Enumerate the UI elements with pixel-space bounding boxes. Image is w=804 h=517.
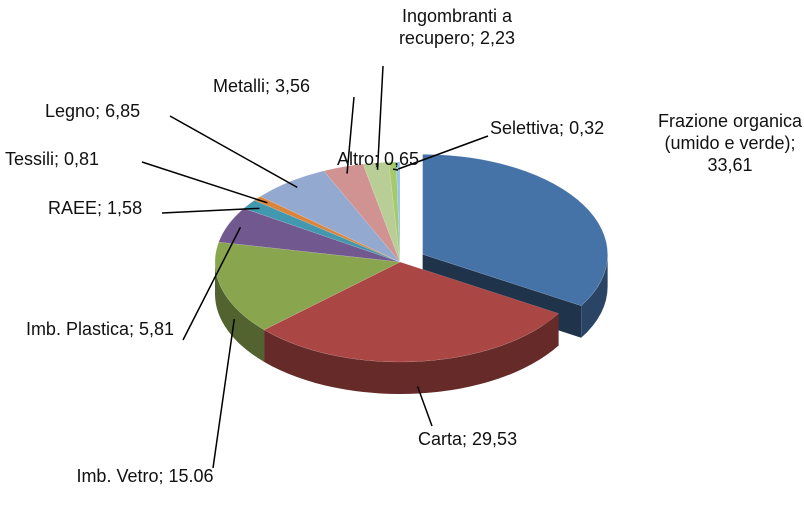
slice (362, 161, 401, 263)
data-label: Legno; 6,85 (45, 100, 195, 122)
label-separator: ; (265, 76, 276, 96)
slice (388, 161, 401, 263)
data-label: Selettiva; 0,32 (490, 117, 650, 139)
label-name: Altro (337, 149, 375, 169)
label-separator: ; (97, 198, 108, 218)
leader-line (141, 161, 268, 204)
label-value: 1,58 (107, 198, 143, 218)
leader-line (182, 226, 242, 341)
slice (263, 261, 560, 363)
data-label: Imb. Plastica; 5,81 (15, 318, 185, 340)
label-value: 29,53 (472, 429, 518, 449)
slice (214, 241, 401, 331)
label-value: 0,81 (64, 149, 100, 169)
leader-line (416, 386, 433, 427)
leader-line (398, 135, 489, 170)
leader-line (392, 168, 399, 171)
label-name: Carta (418, 429, 463, 449)
leader-line (161, 207, 260, 214)
slice-side (581, 254, 608, 338)
leader-line (346, 96, 355, 174)
label-separator: ; (95, 101, 106, 121)
label-name: RAEE (48, 198, 98, 218)
leader-line (376, 65, 384, 170)
data-label: Altro; 0,65 (337, 148, 457, 170)
label-value: 15.06 (168, 466, 214, 486)
label-separator: ; (559, 118, 570, 138)
label-name: Imb. Vetro (76, 466, 159, 486)
slice (396, 161, 401, 263)
label-value: 6,85 (105, 101, 141, 121)
slice-side (215, 262, 265, 362)
label-name: Metalli (213, 76, 266, 96)
slice (422, 154, 608, 307)
slice-side (264, 313, 559, 394)
label-value: 2,23 (480, 28, 516, 48)
slice (253, 196, 401, 263)
data-label: Imb. Vetro; 15.06 (70, 465, 220, 487)
data-label: Frazione organica (umido e verde); 33,61 (655, 110, 804, 176)
label-separator: ; (462, 429, 473, 449)
label-value: 3,56 (275, 76, 311, 96)
slice (259, 170, 401, 263)
label-separator: ; (790, 133, 796, 153)
label-separator: ; (54, 149, 65, 169)
label-separator: ; (469, 28, 480, 48)
data-label: Carta; 29,53 (418, 428, 578, 450)
slice (323, 163, 401, 263)
label-name: Imb. Plastica (25, 319, 129, 339)
label-name: Selettiva (490, 118, 560, 138)
label-value: 0,32 (569, 118, 605, 138)
label-value: 0,65 (384, 149, 420, 169)
label-separator: ; (374, 149, 385, 169)
data-label: Ingombranti a recupero; 2,23 (372, 5, 542, 49)
leader-line (212, 318, 236, 469)
leader-line (169, 115, 298, 189)
data-label: Tessili; 0,81 (5, 148, 155, 170)
label-name: Tessili (5, 149, 55, 169)
label-separator: ; (158, 466, 169, 486)
label-name: Legno (45, 101, 96, 121)
label-value: 5,81 (139, 319, 175, 339)
data-label: Metalli; 3,56 (213, 75, 363, 97)
label-name: Ingombranti a recupero (398, 6, 513, 48)
data-label: RAEE; 1,58 (48, 197, 188, 219)
label-name: Frazione organica (umido e verde) (657, 111, 803, 153)
label-value: 33,61 (707, 155, 753, 175)
label-separator: ; (128, 319, 139, 339)
